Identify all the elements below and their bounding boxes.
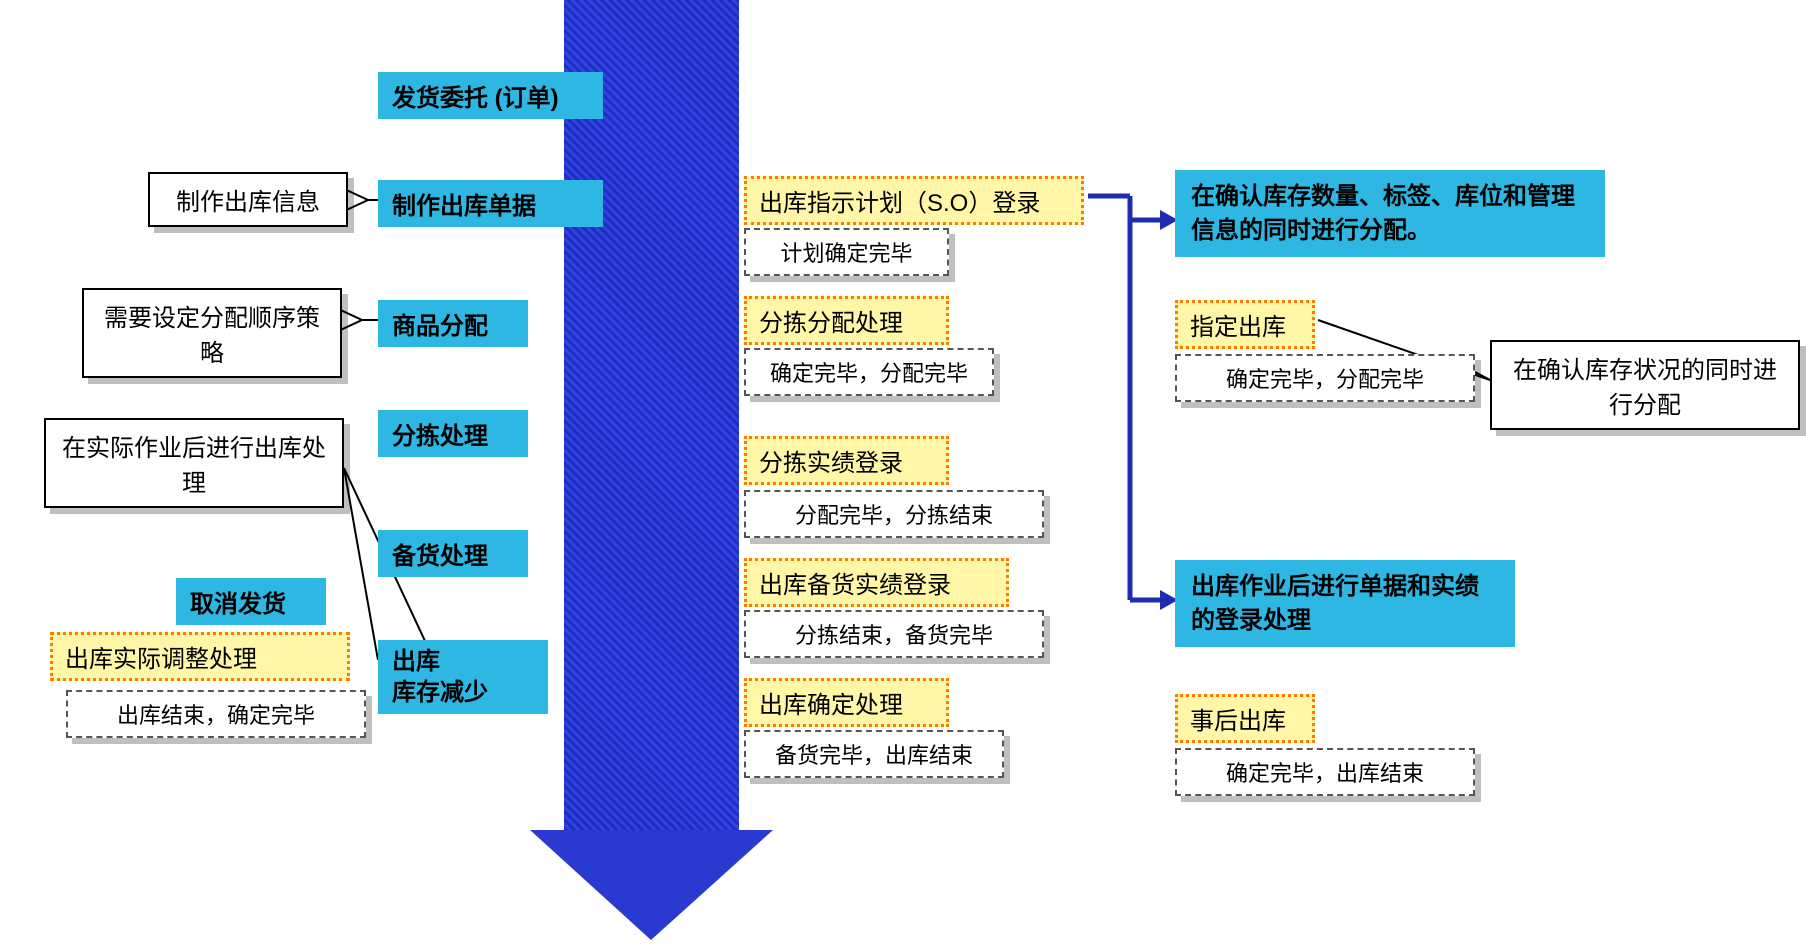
center-alloc-done: 确定完毕，分配完毕 (744, 348, 994, 396)
process-arrow-body (564, 0, 739, 830)
center-pick-actual: 出库备货实绩登录 (744, 558, 1009, 607)
right-block2-white: 确定完毕，出库结束 (1175, 748, 1475, 796)
cancel-done: 出库结束，确定完毕 (66, 690, 366, 738)
right-block1-note: 在确认库存状况的同时进行分配 (1490, 340, 1800, 430)
right-block2-yellow: 事后出库 (1175, 694, 1315, 743)
step-order: 发货委托 (订单) (378, 72, 603, 119)
center-sort-done: 分配完毕，分拣结束 (744, 490, 1044, 538)
note-alloc-strategy: 需要设定分配顺序策略 (82, 288, 342, 378)
center-sort-actual: 分拣实绩登录 (744, 436, 949, 485)
center-out-done: 备货完毕，出库结束 (744, 730, 1004, 778)
step-pick: 备货处理 (378, 530, 528, 577)
right-block2-title: 出库作业后进行单据和实绩的登录处理 (1175, 560, 1515, 647)
center-plan-done: 计划确定完毕 (744, 228, 949, 276)
cancel-title: 取消发货 (176, 578, 326, 625)
note-make-info: 制作出库信息 (148, 172, 348, 227)
right-block1-white: 确定完毕，分配完毕 (1175, 354, 1475, 402)
step-outbound: 出库 库存减少 (378, 640, 548, 714)
step-allocate: 商品分配 (378, 300, 528, 347)
right-block1-yellow: 指定出库 (1175, 300, 1315, 349)
center-so-plan: 出库指示计划（S.O）登录 (744, 176, 1084, 225)
step-make-doc: 制作出库单据 (378, 180, 603, 227)
center-pick-done: 分拣结束，备货完毕 (744, 610, 1044, 658)
center-out-confirm: 出库确定处理 (744, 678, 949, 727)
center-sort-alloc: 分拣分配处理 (744, 296, 949, 345)
note-after-actual: 在实际作业后进行出库处理 (44, 418, 344, 508)
step-sort: 分拣处理 (378, 410, 528, 457)
cancel-adjust: 出库实际调整处理 (50, 632, 350, 681)
right-block1-title: 在确认库存数量、标签、库位和管理信息的同时进行分配。 (1175, 170, 1605, 257)
